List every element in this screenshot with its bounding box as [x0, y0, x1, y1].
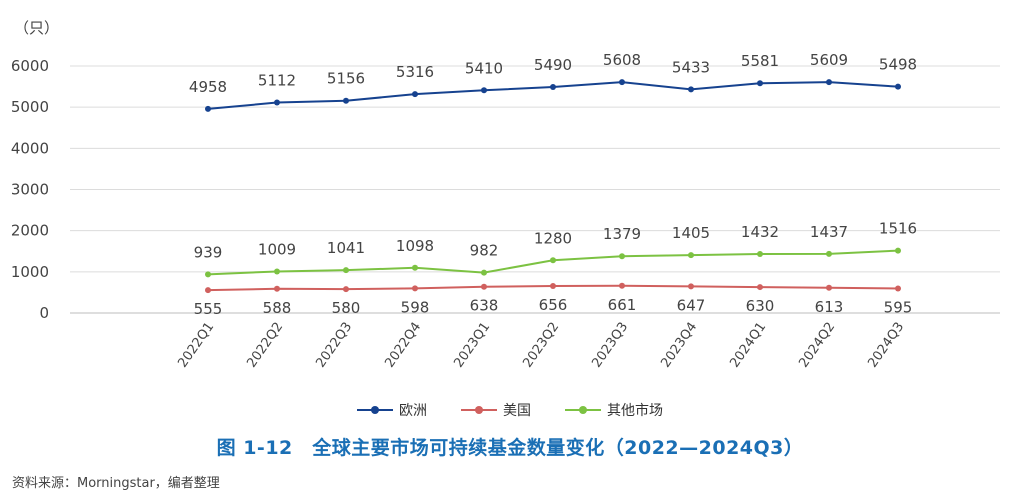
data-point: [757, 284, 763, 291]
x-tick-label: 2024Q1: [727, 320, 769, 371]
data-point: [688, 252, 694, 259]
data-label: 613: [815, 298, 844, 316]
data-label: 982: [470, 242, 499, 260]
data-point: [619, 253, 625, 260]
data-point: [757, 80, 763, 87]
data-label: 1098: [396, 237, 434, 255]
data-point: [619, 79, 625, 86]
figure-caption: 图 1-12 全球主要市场可持续基金数量变化（2022—2024Q3）: [216, 437, 804, 459]
data-point: [205, 287, 211, 294]
x-tick-label: 2023Q2: [520, 320, 562, 371]
data-point: [550, 282, 556, 289]
x-tick-label: 2023Q3: [589, 320, 631, 371]
data-point: [343, 286, 349, 293]
data-label: 1432: [741, 223, 779, 241]
y-tick-label: 1000: [11, 263, 49, 281]
x-tick-label: 2022Q4: [382, 320, 424, 371]
data-label: 1280: [534, 229, 572, 247]
data-label: 656: [539, 296, 568, 314]
data-point: [826, 284, 832, 291]
data-point: [619, 282, 625, 289]
legend-swatch: [461, 405, 497, 415]
x-tick-label: 2023Q4: [658, 320, 700, 371]
data-label: 5608: [603, 51, 641, 69]
legend-swatch: [357, 405, 393, 415]
y-tick-label: 3000: [11, 181, 49, 199]
y-axis-unit-label: （只）: [14, 19, 60, 37]
data-label: 1379: [603, 225, 641, 243]
y-tick-label: 0: [39, 304, 49, 322]
legend-label: 欧洲: [399, 403, 427, 419]
line-chart: 0 1000 2000 3000 4000 5000 6000 2022Q1 2022Q2 202…: [11, 51, 1000, 371]
legend-label: 其他市场: [607, 403, 663, 419]
legend-item: 欧洲: [357, 400, 427, 420]
x-tick-label: 2022Q1: [175, 320, 217, 371]
data-point: [205, 271, 211, 278]
data-label: 1405: [672, 224, 710, 242]
data-point: [550, 257, 556, 264]
data-point: [826, 250, 832, 257]
data-label: 1041: [327, 239, 365, 257]
data-point: [895, 285, 901, 292]
data-label: 939: [194, 243, 223, 261]
data-point: [481, 269, 487, 276]
data-point: [274, 99, 280, 106]
y-tick-label: 5000: [11, 98, 49, 116]
legend-swatch: [565, 405, 601, 415]
data-label: 4958: [189, 78, 227, 96]
data-label: 555: [194, 300, 223, 318]
x-tick-label: 2023Q1: [451, 320, 493, 371]
data-point: [412, 91, 418, 98]
data-label: 5112: [258, 72, 296, 90]
y-tick-label: 2000: [11, 222, 49, 240]
y-tick-label: 4000: [11, 139, 49, 157]
data-label: 630: [746, 297, 775, 315]
data-label: 1516: [879, 220, 917, 238]
data-point: [274, 285, 280, 292]
data-label: 5433: [672, 58, 710, 76]
data-label: 661: [608, 296, 637, 314]
data-label: 598: [401, 298, 430, 316]
data-label: 580: [332, 299, 361, 317]
source-note: 资料来源：Morningstar，编者整理: [12, 476, 220, 491]
y-tick-label: 6000: [11, 57, 49, 75]
data-point: [895, 83, 901, 90]
x-tick-label: 2024Q3: [865, 320, 907, 371]
legend-label: 美国: [503, 403, 531, 419]
x-tick-label: 2022Q2: [244, 320, 286, 371]
data-point: [205, 105, 211, 112]
data-label: 1437: [810, 223, 848, 241]
data-label: 5581: [741, 52, 779, 70]
data-point: [481, 283, 487, 290]
data-label: 588: [263, 299, 292, 317]
data-label: 5490: [534, 56, 572, 74]
data-label: 5498: [879, 56, 917, 74]
data-point: [343, 267, 349, 274]
x-tick-label: 2022Q3: [313, 320, 355, 371]
legend-item: 美国: [461, 400, 531, 420]
chart-legend: 欧洲 美国 其他市场: [0, 400, 1020, 420]
data-point: [412, 264, 418, 271]
data-label: 5410: [465, 59, 503, 77]
data-label: 5156: [327, 70, 365, 88]
data-label: 5316: [396, 63, 434, 81]
data-point: [826, 79, 832, 86]
data-point: [688, 283, 694, 290]
data-point: [895, 247, 901, 254]
data-label: 638: [470, 297, 499, 315]
data-label: 595: [884, 299, 913, 317]
legend-item: 其他市场: [565, 400, 663, 420]
data-label: 5609: [810, 51, 848, 69]
data-point: [412, 285, 418, 292]
data-point: [274, 268, 280, 275]
data-label: 647: [677, 296, 706, 314]
data-label: 1009: [258, 240, 296, 258]
data-point: [343, 97, 349, 104]
data-point: [550, 83, 556, 90]
data-point: [688, 86, 694, 93]
x-tick-label: 2024Q2: [796, 320, 838, 371]
data-point: [481, 87, 487, 94]
data-point: [757, 251, 763, 258]
